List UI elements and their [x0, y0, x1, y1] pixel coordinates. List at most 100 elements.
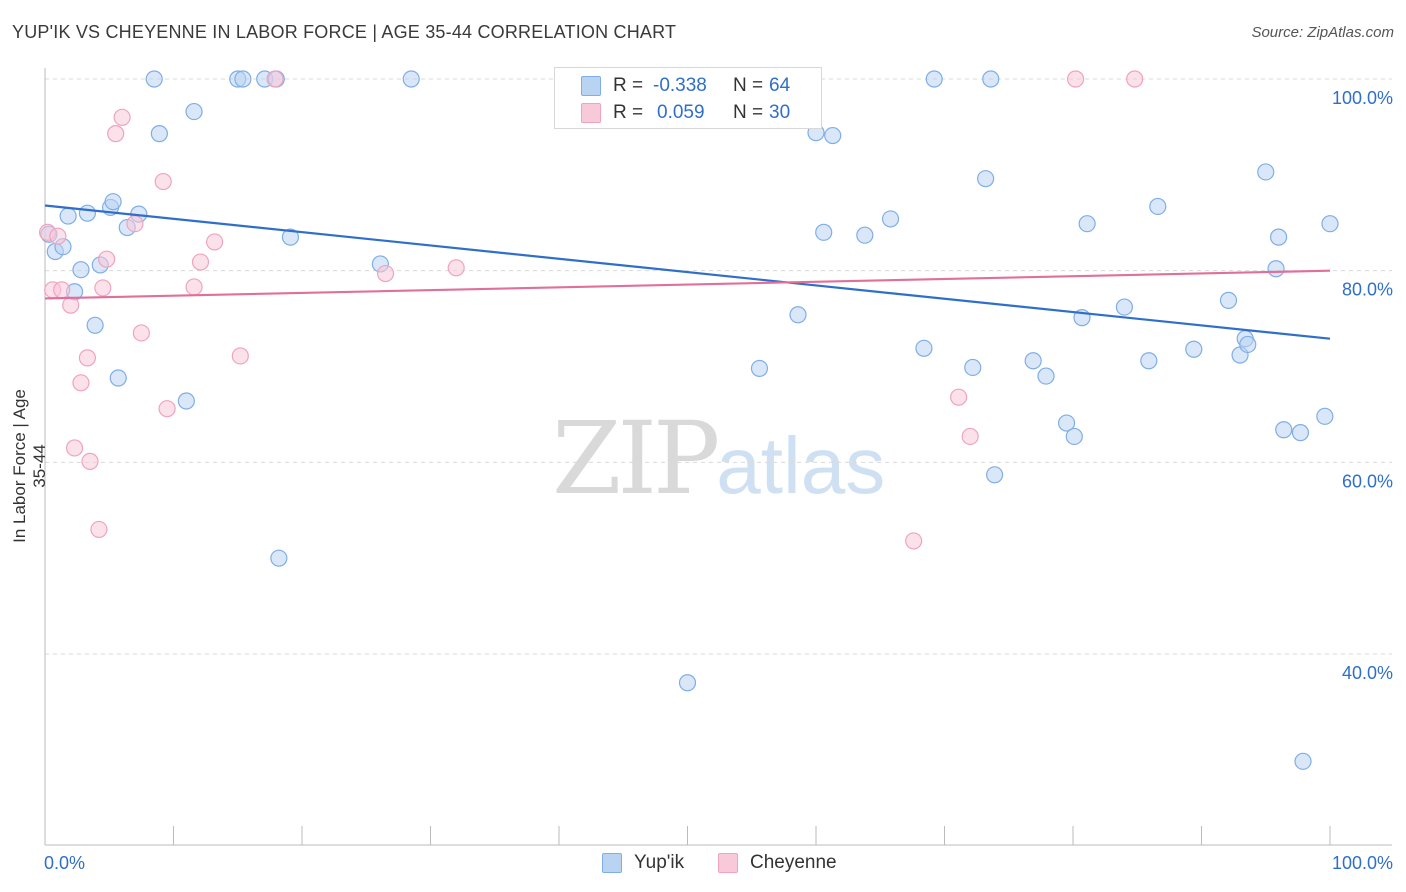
yupik-point — [856, 226, 874, 244]
cheyenne-point — [447, 259, 465, 277]
yupik-point — [1140, 352, 1158, 370]
y-axis-label: In Labor Force | Age 35-44 — [10, 389, 49, 543]
yupik-point — [86, 316, 104, 334]
n-value: 30 — [769, 102, 791, 123]
yupik-point — [982, 70, 1000, 88]
yupik-point — [1239, 335, 1257, 354]
yupik-point — [1267, 260, 1285, 278]
cheyenne-point — [132, 324, 150, 342]
cheyenne-point — [81, 452, 99, 470]
yupik-legend-swatch — [602, 853, 622, 873]
y-tick-label: 100.0% — [1332, 88, 1393, 108]
yupik-point — [1275, 421, 1293, 439]
yupik-point — [145, 70, 163, 88]
watermark: ZIPatlas — [552, 400, 885, 517]
yupik-point — [72, 261, 90, 279]
yupik-point — [78, 204, 97, 222]
yupik-point — [915, 339, 933, 357]
yupik-point — [234, 70, 252, 88]
cheyenne-point — [961, 427, 979, 446]
yupik-point — [1316, 407, 1334, 425]
legend-label-cheyenne: Cheyenne — [750, 852, 837, 873]
chart-title: YUP'IK VS CHEYENNE IN LABOR FORCE | AGE … — [12, 22, 677, 42]
cheyenne-swatch — [581, 103, 601, 123]
yupik-point — [1078, 215, 1096, 233]
yupik-point — [281, 228, 300, 246]
yupik-point — [1294, 752, 1312, 770]
cheyenne-point — [158, 400, 176, 418]
r-value: -0.338 — [653, 75, 707, 96]
yupik-point — [109, 369, 127, 387]
yupik-point — [1115, 298, 1134, 316]
yupik-point — [986, 466, 1004, 484]
cheyenne-point — [206, 233, 224, 251]
cheyenne-point — [191, 253, 210, 271]
cheyenne-point — [1126, 70, 1144, 88]
cheyenne-point — [62, 296, 80, 314]
y-tick-label: 60.0% — [1342, 471, 1393, 491]
cheyenne-point — [107, 125, 125, 143]
cheyenne-point — [950, 388, 968, 406]
r-value: 0.059 — [657, 102, 705, 123]
r-label: R = — [613, 75, 644, 96]
yupik-point — [1321, 215, 1339, 233]
watermark-zip: ZIP — [552, 400, 720, 517]
yupik-point — [789, 306, 807, 324]
yupik-point — [815, 223, 833, 241]
cheyenne-point — [154, 172, 172, 191]
cheyenne-point — [98, 250, 116, 268]
cheyenne-point — [266, 70, 284, 88]
cheyenne-point — [231, 347, 249, 365]
stats-legend: R = -0.338 N = 64 R = 0.059 N = 30 — [554, 67, 822, 129]
cheyenne-point — [65, 439, 84, 457]
yupik-point — [1024, 352, 1042, 370]
x-tick-label: 100.0% — [1332, 853, 1393, 873]
yupik-point — [402, 70, 420, 88]
n-label: N = — [733, 75, 764, 96]
yupik-point — [104, 193, 122, 211]
n-value: 64 — [769, 75, 791, 96]
yupik-point — [977, 170, 995, 188]
cheyenne-point — [185, 278, 203, 296]
yupik-point — [1065, 427, 1083, 446]
source-label: Source: ZipAtlas.com — [1251, 24, 1394, 41]
yupik-point — [177, 392, 195, 410]
cheyenne-point — [78, 349, 97, 367]
cheyenne-trend-line — [44, 269, 1331, 300]
yupik-point — [964, 358, 982, 377]
cheyenne-point — [90, 520, 108, 539]
yupik-point — [1257, 163, 1275, 181]
r-label: R = — [613, 102, 644, 123]
x-tick-label: 0.0% — [44, 853, 85, 873]
yupik-point — [270, 549, 288, 567]
cheyenne-point — [905, 532, 923, 550]
yupik-point — [150, 125, 168, 143]
yupik-point — [59, 207, 77, 225]
y-tick-label: 80.0% — [1342, 280, 1393, 300]
yupik-trend-line — [44, 204, 1331, 340]
cheyenne-point — [72, 374, 90, 392]
yupik-point — [1291, 424, 1310, 442]
watermark-atlas: atlas — [716, 421, 886, 510]
cheyenne-point — [94, 279, 112, 297]
legend-label-yupik: Yup'ik — [634, 852, 685, 873]
cheyenne-point — [1066, 70, 1085, 88]
cheyenne-point — [53, 281, 71, 299]
y-tick-label: 40.0% — [1342, 663, 1393, 683]
yupik-point — [1269, 228, 1288, 246]
cheyenne-point — [376, 264, 395, 283]
yupik-point — [750, 359, 769, 378]
yupik-point — [1149, 197, 1167, 216]
cheyenne-point — [113, 108, 131, 126]
yupik-point — [1219, 291, 1238, 309]
yupik-point — [824, 126, 842, 145]
yupik-swatch — [581, 76, 601, 96]
yupik-point — [925, 70, 943, 88]
yupik-point — [185, 102, 203, 121]
yupik-point — [1037, 367, 1055, 385]
cheyenne-legend-swatch — [718, 853, 738, 873]
n-label: N = — [733, 102, 764, 123]
cheyenne-point — [126, 215, 144, 233]
yupik-point — [1057, 414, 1076, 432]
